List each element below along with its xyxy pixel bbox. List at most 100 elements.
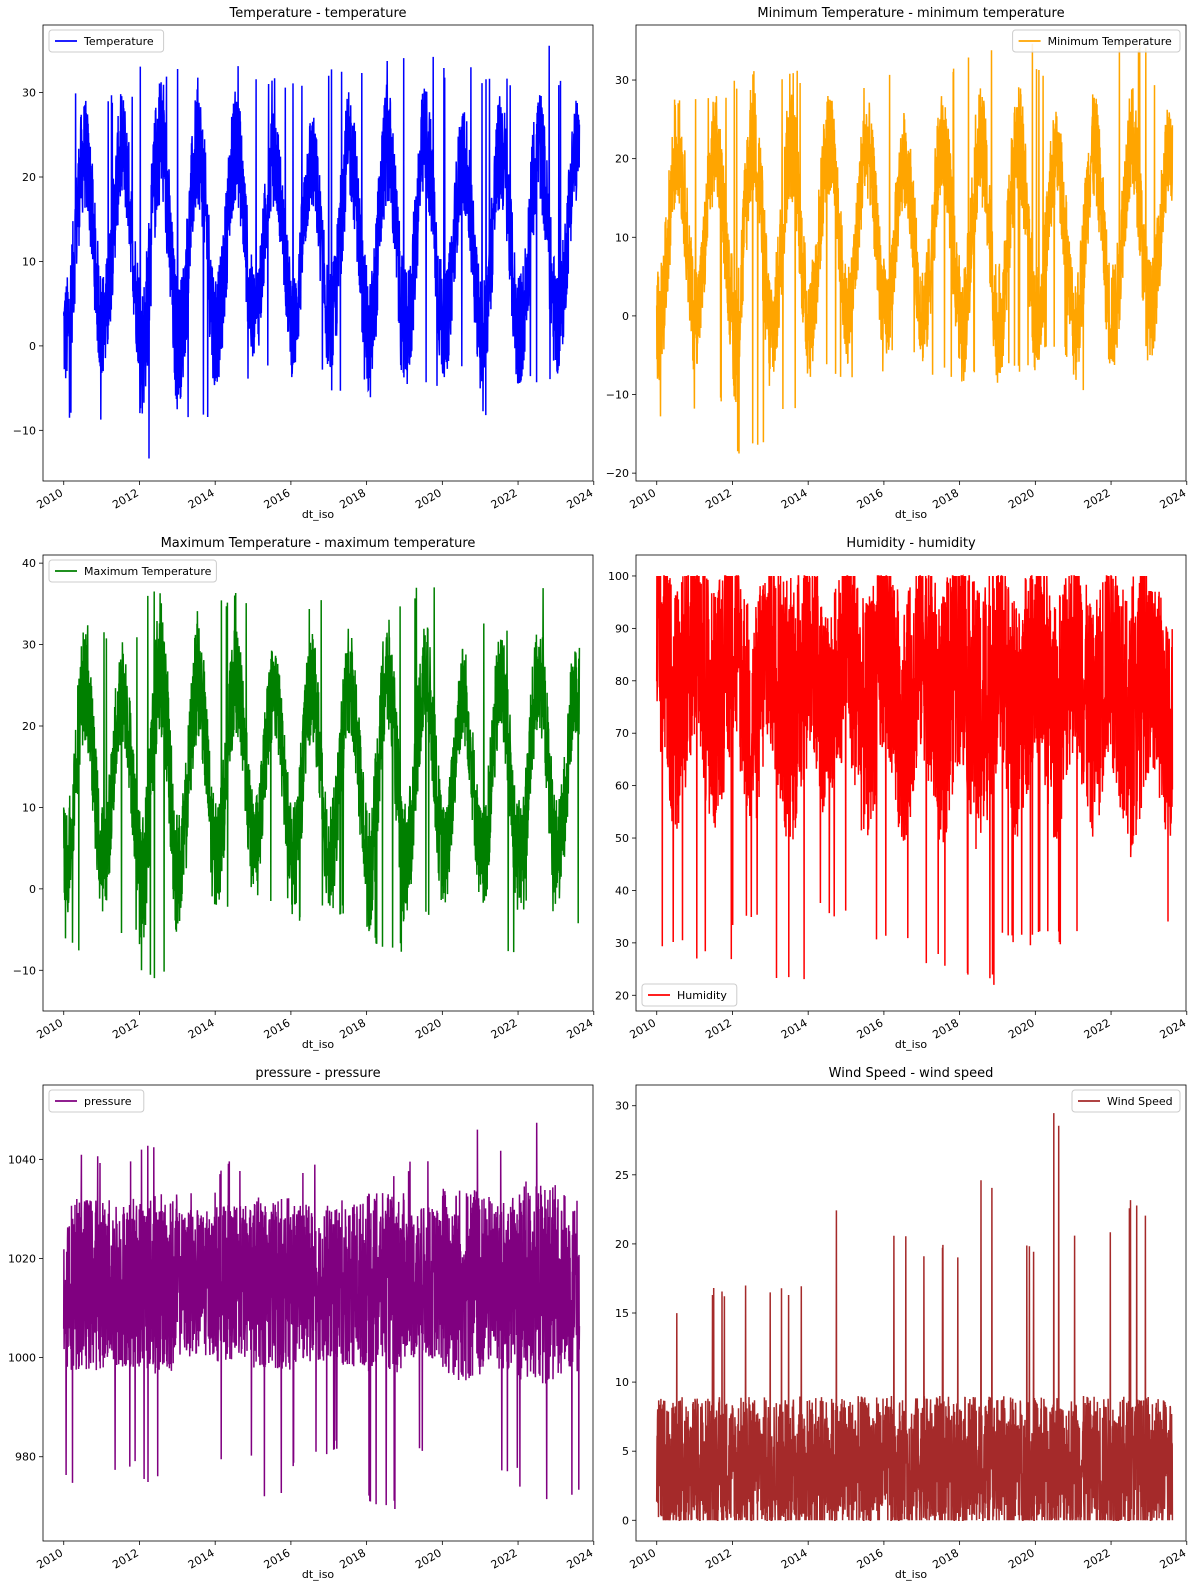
axes-frame [635, 24, 1187, 482]
y-tick-label: 20 [615, 1238, 629, 1251]
x-tick-label: 2020 [413, 486, 444, 511]
y-tick-label: 20 [22, 171, 36, 184]
x-tick-label: 2012 [703, 1016, 734, 1041]
subplot-3: Maximum Temperature - maximum temperatur… [13, 536, 595, 1051]
x-tick-label: 2022 [489, 1016, 520, 1041]
subplot-2: Minimum Temperature - minimum temperatur… [606, 6, 1188, 521]
y-tick-label: 20 [615, 989, 629, 1002]
x-tick-label: 2010 [34, 1016, 65, 1041]
series-line-minimum-temperature [655, 41, 1174, 454]
y-tick-label: −10 [13, 964, 36, 977]
y-tick-label: 0 [622, 310, 629, 323]
x-tick-label: 2012 [703, 1546, 734, 1571]
axes-frame [635, 554, 1187, 1012]
legend-label: Temperature [83, 35, 154, 48]
y-tick-label: 70 [615, 727, 629, 740]
x-tick-label: 2024 [565, 1546, 596, 1571]
x-tick-label: 2010 [627, 1016, 658, 1041]
x-tick-label: 2016 [855, 1016, 886, 1041]
legend-box [641, 983, 738, 1007]
chart-title: Maximum Temperature - maximum temperatur… [161, 536, 476, 551]
x-tick-label: 2018 [337, 1016, 368, 1041]
x-tick-label: 2024 [565, 1016, 596, 1041]
y-tick-label: 0 [29, 340, 36, 353]
y-tick-label: 30 [22, 639, 36, 652]
x-tick-label: 2020 [1006, 1016, 1037, 1041]
x-tick-label: 2018 [930, 1546, 961, 1571]
x-tick-label: 2024 [1158, 486, 1189, 511]
y-tick-label: 980 [15, 1451, 36, 1464]
legend-label: Maximum Temperature [84, 565, 212, 578]
subplot-5: pressure - pressure 980 1000 1020 1040 2010 20… [8, 1066, 595, 1581]
legend: Temperature [48, 29, 165, 53]
x-tick-label: 2016 [262, 1016, 293, 1041]
y-tick-label: 15 [615, 1307, 629, 1320]
legend-box [48, 559, 217, 583]
x-tick-label: 2018 [337, 1546, 368, 1571]
x-tick-label: 2020 [1006, 1546, 1037, 1571]
y-tick-label: 10 [615, 231, 629, 244]
x-tick-label: 2012 [110, 486, 141, 511]
legend-label: Minimum Temperature [1048, 35, 1172, 48]
axes-frame [42, 1084, 594, 1542]
x-tick-label: 2016 [262, 486, 293, 511]
y-tick-label: 10 [22, 255, 36, 268]
y-tick-label: 100 [608, 570, 629, 583]
x-axis-label: dt_iso [895, 1568, 928, 1581]
y-tick-label: 1040 [8, 1153, 36, 1166]
x-tick-label: 2016 [855, 1546, 886, 1571]
x-tick-label: 2014 [186, 486, 217, 511]
x-tick-label: 2020 [413, 1016, 444, 1041]
chart-title: Wind Speed - wind speed [829, 1066, 994, 1081]
subplot-1: Temperature - temperature −10 0 10 20 30 2010 2… [13, 6, 595, 521]
x-tick-label: 2018 [930, 1016, 961, 1041]
x-tick-label: 2012 [110, 1546, 141, 1571]
y-tick-label: 25 [615, 1169, 629, 1182]
series-line-temperature [62, 45, 581, 459]
y-tick-label: 80 [615, 675, 629, 688]
chart-title: Minimum Temperature - minimum temperatur… [757, 6, 1064, 21]
x-axis-label: dt_iso [302, 1568, 335, 1581]
x-axis-label: dt_iso [302, 1038, 335, 1051]
x-tick-label: 2022 [1082, 486, 1113, 511]
x-tick-label: 2012 [110, 1016, 141, 1041]
legend-label: Humidity [677, 989, 727, 1002]
chart-title: Humidity - humidity [846, 536, 976, 551]
y-tick-label: 30 [22, 87, 36, 100]
axes-frame [42, 554, 594, 1012]
x-tick-label: 2014 [779, 1016, 810, 1041]
y-tick-label: 40 [22, 557, 36, 570]
y-tick-label: 40 [615, 884, 629, 897]
x-tick-label: 2014 [779, 486, 810, 511]
series-line-pressure [62, 1122, 581, 1510]
legend-box [48, 1089, 145, 1113]
x-tick-label: 2020 [413, 1546, 444, 1571]
y-tick-label: 20 [22, 720, 36, 733]
x-tick-label: 2010 [34, 1546, 65, 1571]
x-tick-label: 2022 [489, 1546, 520, 1571]
y-tick-label: 5 [622, 1445, 629, 1458]
x-axis-label: dt_iso [302, 508, 335, 521]
y-tick-label: 10 [615, 1376, 629, 1389]
series-line-humidity [655, 574, 1174, 985]
y-tick-label: 20 [615, 153, 629, 166]
x-tick-label: 2012 [703, 486, 734, 511]
series-line-wind-speed [655, 1113, 1174, 1522]
legend: Humidity [641, 983, 738, 1007]
x-tick-label: 2018 [930, 486, 961, 511]
y-tick-label: −20 [606, 467, 629, 480]
axes-frame [42, 24, 594, 482]
y-tick-label: 30 [615, 1100, 629, 1113]
x-tick-label: 2016 [262, 1546, 293, 1571]
legend: Minimum Temperature [1012, 29, 1181, 53]
y-tick-label: −10 [606, 389, 629, 402]
legend: Wind Speed [1071, 1089, 1181, 1113]
legend-box [1071, 1089, 1181, 1113]
subplot-4: Humidity - humidity 20 30 40 50 60 70 80 90 100 20… [608, 536, 1188, 1051]
legend-label: pressure [84, 1095, 132, 1108]
x-tick-label: 2024 [1158, 1016, 1189, 1041]
chart-title: Temperature - temperature [228, 6, 406, 21]
x-tick-label: 2010 [627, 486, 658, 511]
y-tick-label: 50 [615, 832, 629, 845]
